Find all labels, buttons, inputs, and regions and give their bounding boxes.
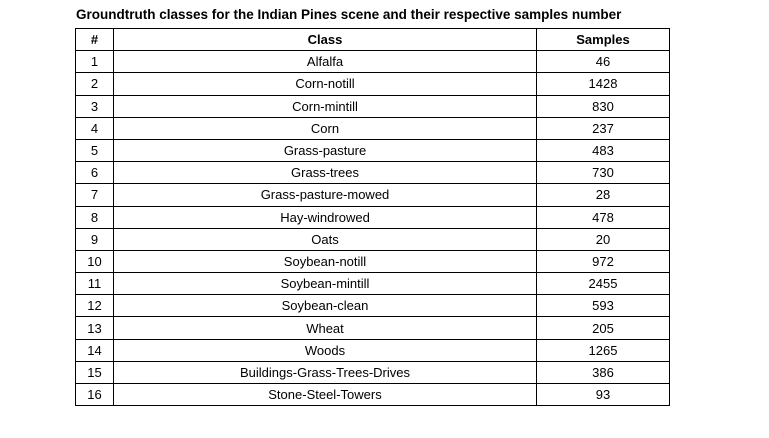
class-name-cell: Grass-pasture — [113, 138, 537, 163]
table-row: 13 Wheat 205 — [75, 316, 670, 340]
table-row: 7 Grass-pasture-mowed 28 — [75, 183, 670, 207]
sample-count-cell: 830 — [536, 94, 670, 118]
row-number-cell: 15 — [75, 360, 114, 385]
table-row: 3 Corn-mintill 830 — [75, 94, 670, 118]
table-caption: Groundtruth classes for the Indian Pines… — [76, 7, 622, 22]
row-number-cell: 1 — [75, 50, 114, 74]
sample-count-cell: 386 — [536, 360, 670, 385]
row-number-cell: 13 — [75, 316, 114, 340]
sample-count-cell: 28 — [536, 183, 670, 207]
table-row: 6 Grass-trees 730 — [75, 161, 670, 185]
row-number-cell: 14 — [75, 338, 114, 362]
column-header-number: # — [75, 27, 114, 52]
row-number-cell: 6 — [75, 161, 114, 185]
class-name-cell: Buildings-Grass-Trees-Drives — [113, 360, 537, 385]
row-number-cell: 2 — [75, 72, 114, 96]
class-name-cell: Stone-Steel-Towers — [113, 382, 537, 407]
sample-count-cell: 478 — [536, 205, 670, 229]
table-body: 1 Alfalfa 46 2 Corn-notill 1428 3 Corn-mintill 8… — [75, 50, 670, 407]
row-number-cell: 7 — [75, 183, 114, 207]
class-name-cell: Hay-windrowed — [113, 205, 537, 229]
class-name-cell: Soybean-mintill — [113, 272, 537, 296]
column-header-samples: Samples — [536, 27, 670, 52]
sample-count-cell: 593 — [536, 294, 670, 318]
class-name-cell: Grass-pasture-mowed — [113, 183, 537, 207]
class-name-cell: Grass-trees — [113, 161, 537, 185]
table-row: 15 Buildings-Grass-Trees-Drives 386 — [75, 360, 670, 385]
sample-count-cell: 237 — [536, 116, 670, 140]
sample-count-cell: 205 — [536, 316, 670, 340]
row-number-cell: 10 — [75, 249, 114, 274]
table-row: 10 Soybean-notill 972 — [75, 249, 670, 274]
table-header-row: # Class Samples — [75, 27, 670, 52]
table-row: 1 Alfalfa 46 — [75, 50, 670, 74]
class-name-cell: Corn — [113, 116, 537, 140]
sample-count-cell: 20 — [536, 227, 670, 251]
row-number-cell: 16 — [75, 382, 114, 407]
table-row: 11 Soybean-mintill 2455 — [75, 272, 670, 296]
row-number-cell: 9 — [75, 227, 114, 251]
class-name-cell: Corn-mintill — [113, 94, 537, 118]
class-name-cell: Alfalfa — [113, 50, 537, 74]
class-name-cell: Woods — [113, 338, 537, 362]
table-row: 8 Hay-windrowed 478 — [75, 205, 670, 229]
class-name-cell: Soybean-notill — [113, 249, 537, 274]
table-row: 2 Corn-notill 1428 — [75, 72, 670, 96]
row-number-cell: 3 — [75, 94, 114, 118]
class-name-cell: Soybean-clean — [113, 294, 537, 318]
sample-count-cell: 1265 — [536, 338, 670, 362]
row-number-cell: 12 — [75, 294, 114, 318]
class-name-cell: Corn-notill — [113, 72, 537, 96]
class-name-cell: Wheat — [113, 316, 537, 340]
sample-count-cell: 1428 — [536, 72, 670, 96]
table-row: 5 Grass-pasture 483 — [75, 138, 670, 163]
sample-count-cell: 2455 — [536, 272, 670, 296]
row-number-cell: 11 — [75, 272, 114, 296]
table-row: 9 Oats 20 — [75, 227, 670, 251]
column-header-class: Class — [113, 27, 537, 52]
row-number-cell: 4 — [75, 116, 114, 140]
table-row: 16 Stone-Steel-Towers 93 — [75, 382, 670, 407]
class-name-cell: Oats — [113, 227, 537, 251]
row-number-cell: 5 — [75, 138, 114, 163]
sample-count-cell: 730 — [536, 161, 670, 185]
table-row: 12 Soybean-clean 593 — [75, 294, 670, 318]
sample-count-cell: 483 — [536, 138, 670, 163]
sample-count-cell: 46 — [536, 50, 670, 74]
table-row: 4 Corn 237 — [75, 116, 670, 140]
row-number-cell: 8 — [75, 205, 114, 229]
sample-count-cell: 972 — [536, 249, 670, 274]
ground-truth-table: # Class Samples 1 Alfalfa 46 2 Corn-notill 14… — [75, 27, 670, 407]
sample-count-cell: 93 — [536, 382, 670, 407]
table-row: 14 Woods 1265 — [75, 338, 670, 362]
